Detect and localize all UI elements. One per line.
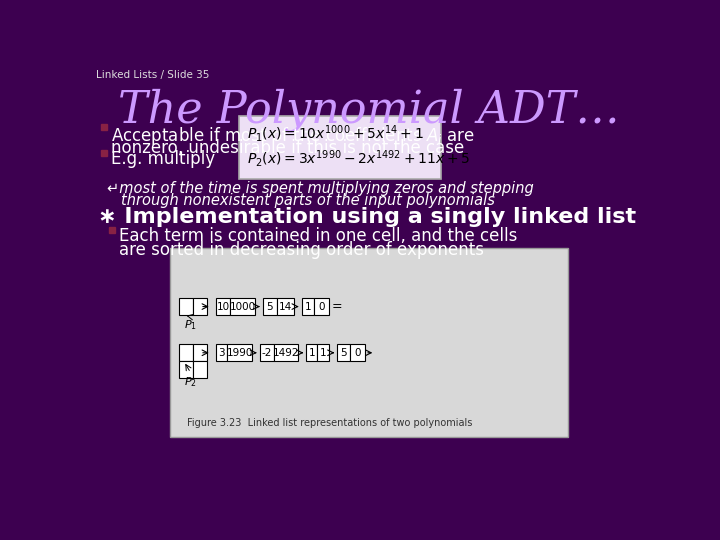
Bar xyxy=(306,345,317,361)
Text: 5: 5 xyxy=(340,348,347,358)
Text: 1: 1 xyxy=(305,301,311,312)
Bar xyxy=(179,361,193,378)
Text: 0: 0 xyxy=(354,348,361,358)
Text: $P_1$: $P_1$ xyxy=(184,318,197,332)
Text: 14: 14 xyxy=(279,301,292,312)
Bar xyxy=(193,298,207,315)
Text: 1: 1 xyxy=(308,348,315,358)
Text: Linked Lists / Slide 35: Linked Lists / Slide 35 xyxy=(96,70,210,80)
Bar xyxy=(276,298,294,315)
Bar xyxy=(263,298,276,315)
Bar xyxy=(216,345,228,361)
Bar xyxy=(101,124,107,130)
Bar xyxy=(337,345,350,361)
Text: Figure 3.23  Linked list representations of two polynomials: Figure 3.23 Linked list representations … xyxy=(187,418,472,428)
Text: Each term is contained in one cell, and the cells: Each term is contained in one cell, and … xyxy=(120,227,518,245)
Bar xyxy=(228,345,252,361)
Text: through nonexistent parts of the input polynomials: through nonexistent parts of the input p… xyxy=(121,193,495,208)
Bar xyxy=(193,345,207,361)
Text: $P_2(x) = 3x^{1990} - 2x^{1492} + 11x + 5$: $P_2(x) = 3x^{1990} - 2x^{1492} + 11x + … xyxy=(248,148,470,169)
Bar xyxy=(317,345,330,361)
Text: $P_1(x) = 10x^{1000} + 5x^{14} + 1$: $P_1(x) = 10x^{1000} + 5x^{14} + 1$ xyxy=(248,123,424,144)
Text: E.g. multiply: E.g. multiply xyxy=(111,150,215,168)
Bar xyxy=(230,298,255,315)
Text: =: = xyxy=(332,300,343,313)
FancyBboxPatch shape xyxy=(239,117,441,179)
Text: ↵most of the time is spent multiplying zeros and stepping: ↵most of the time is spent multiplying z… xyxy=(107,181,534,196)
Text: 10: 10 xyxy=(217,301,230,312)
Bar xyxy=(179,298,193,315)
Text: The Polynomial ADT…: The Polynomial ADT… xyxy=(118,88,620,132)
Text: $P_2$: $P_2$ xyxy=(184,375,197,389)
Bar xyxy=(314,298,330,315)
Text: 0: 0 xyxy=(318,301,325,312)
Text: 3: 3 xyxy=(218,348,225,358)
Bar xyxy=(350,345,365,361)
Text: are sorted in decreasing order of exponents: are sorted in decreasing order of expone… xyxy=(120,241,485,259)
Text: 1000: 1000 xyxy=(230,301,256,312)
Text: 1: 1 xyxy=(320,348,327,358)
Text: nonzero, undesirable if this is not the case: nonzero, undesirable if this is not the … xyxy=(111,139,464,157)
Bar xyxy=(101,150,107,156)
Text: ∗ Implementation using a singly linked list: ∗ Implementation using a singly linked l… xyxy=(98,207,636,227)
Text: -2: -2 xyxy=(261,348,272,358)
Text: 1990: 1990 xyxy=(226,348,253,358)
Bar xyxy=(179,345,193,361)
Text: Acceptable if most of the coefficients $A_i$ are: Acceptable if most of the coefficients $… xyxy=(111,125,474,147)
Text: 1492: 1492 xyxy=(273,348,300,358)
Text: 5: 5 xyxy=(266,301,273,312)
Bar xyxy=(216,298,230,315)
Bar xyxy=(109,226,114,233)
Bar xyxy=(193,361,207,378)
Bar xyxy=(274,345,299,361)
Bar xyxy=(302,298,314,315)
FancyBboxPatch shape xyxy=(170,248,568,437)
Bar xyxy=(260,345,274,361)
